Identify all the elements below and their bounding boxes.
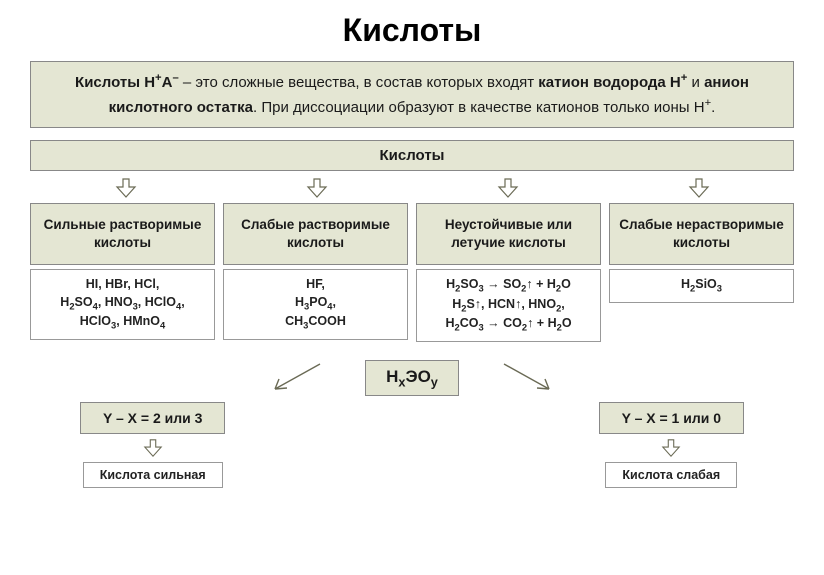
rule-label-1: Кислота слабая	[605, 462, 737, 488]
type-example-2: H2SO3 → SO2↑ + H2OH2S↑, HCN↑, HNO2,H2CO3…	[416, 269, 601, 342]
type-example-0: HI, HBr, HCl,H2SO4, HNO3, HClO4,HClO3, H…	[30, 269, 215, 340]
diag-arrow-left-icon	[265, 361, 325, 395]
rules-row: Y – X = 2 или 3 Кислота сильная Y – X = …	[30, 402, 794, 488]
type-example-3: H2SiO3	[609, 269, 794, 303]
arrow-row	[30, 177, 794, 199]
type-name-2: Неустойчивые или летучие кислоты	[416, 203, 601, 265]
type-col-3: Слабые нерастворимые кислоты H2SiO3	[609, 203, 794, 342]
down-arrow-icon	[661, 438, 681, 458]
def-text: Кислоты H+A– – это сложные вещества, в с…	[75, 74, 749, 116]
definition-box: Кислоты H+A– – это сложные вещества, в с…	[30, 61, 794, 128]
type-col-0: Сильные растворимые кислоты HI, HBr, HCl…	[30, 203, 215, 342]
type-name-3: Слабые нерастворимые кислоты	[609, 203, 794, 265]
down-arrow-icon	[143, 438, 163, 458]
down-arrow-icon	[497, 177, 519, 199]
down-arrow-icon	[306, 177, 328, 199]
rule-label-0: Кислота сильная	[83, 462, 223, 488]
type-col-1: Слабые растворимые кислоты HF,H3PO4,CH3C…	[223, 203, 408, 342]
diag-arrow-right-icon	[499, 361, 559, 395]
rule-cond-0: Y – X = 2 или 3	[80, 402, 225, 434]
type-col-2: Неустойчивые или летучие кислоты H2SO3 →…	[416, 203, 601, 342]
down-arrow-icon	[688, 177, 710, 199]
category-header: Кислоты	[30, 140, 794, 171]
type-name-1: Слабые растворимые кислоты	[223, 203, 408, 265]
rule-col-0: Y – X = 2 или 3 Кислота сильная	[80, 402, 225, 488]
page-title: Кислоты	[30, 12, 794, 49]
formula-box: HxЭOy	[365, 360, 459, 396]
type-name-0: Сильные растворимые кислоты	[30, 203, 215, 265]
rule-cond-1: Y – X = 1 или 0	[599, 402, 744, 434]
rule-col-1: Y – X = 1 или 0 Кислота слабая	[599, 402, 744, 488]
down-arrow-icon	[115, 177, 137, 199]
type-example-1: HF,H3PO4,CH3COOH	[223, 269, 408, 340]
formula-row: HxЭOy	[30, 360, 794, 396]
type-row: Сильные растворимые кислоты HI, HBr, HCl…	[30, 203, 794, 342]
